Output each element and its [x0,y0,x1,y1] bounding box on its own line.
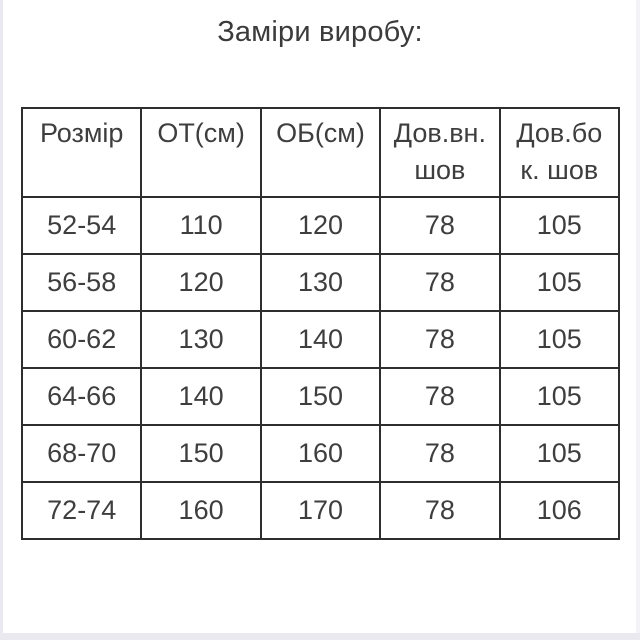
ob-cell: 170 [259,481,382,540]
bottom-edge-strip [0,633,640,640]
side-seam-cell: 105 [498,424,621,483]
ot-cell: 120 [140,253,262,312]
ot-cell: 140 [140,367,262,426]
inner-seam-cell: 78 [379,196,501,255]
table-row: 52-54 110 120 78 105 [20,196,621,255]
inner-seam-cell: 78 [379,481,501,540]
column-header-ob: ОБ(см) [259,107,382,198]
column-header-size: Розмір [20,107,143,198]
inner-seam-cell: 78 [379,424,501,483]
inner-seam-cell: 78 [379,367,501,426]
left-edge-strip [0,0,3,640]
ot-cell: 110 [140,196,262,255]
size-cell: 52-54 [20,196,143,255]
table-row: 68-70 150 160 78 105 [20,424,621,483]
ot-cell: 130 [140,310,262,369]
column-header-side-seam: Дов.бо к. шов [498,107,621,198]
ob-cell: 140 [259,310,382,369]
ob-cell: 130 [259,253,382,312]
side-seam-cell: 106 [498,481,621,540]
size-chart-table: Розмір ОТ(см) ОБ(см) Дов.вн. шов Дов.бо … [20,107,621,540]
side-seam-cell: 105 [498,310,621,369]
ob-cell: 160 [259,424,382,483]
inner-seam-cell: 78 [379,310,501,369]
inner-seam-cell: 78 [379,253,501,312]
ot-cell: 160 [140,481,262,540]
size-cell: 60-62 [20,310,143,369]
column-header-inner-seam: Дов.вн. шов [379,107,501,198]
column-header-ot: ОТ(см) [140,107,262,198]
table-row: 60-62 130 140 78 105 [20,310,621,369]
page-title: Заміри виробу: [217,16,423,48]
side-seam-cell: 105 [498,367,621,426]
side-seam-cell: 105 [498,196,621,255]
table-row: 72-74 160 170 78 106 [20,481,621,540]
size-cell: 72-74 [20,481,143,540]
size-cell: 68-70 [20,424,143,483]
ot-cell: 150 [140,424,262,483]
table-row: 56-58 120 130 78 105 [20,253,621,312]
ob-cell: 150 [259,367,382,426]
size-cell: 56-58 [20,253,143,312]
right-edge-strip [636,0,640,640]
side-seam-cell: 105 [498,253,621,312]
ob-cell: 120 [259,196,382,255]
header-row: Розмір ОТ(см) ОБ(см) Дов.вн. шов Дов.бо … [20,107,621,198]
size-cell: 64-66 [20,367,143,426]
table-row: 64-66 140 150 78 105 [20,367,621,426]
